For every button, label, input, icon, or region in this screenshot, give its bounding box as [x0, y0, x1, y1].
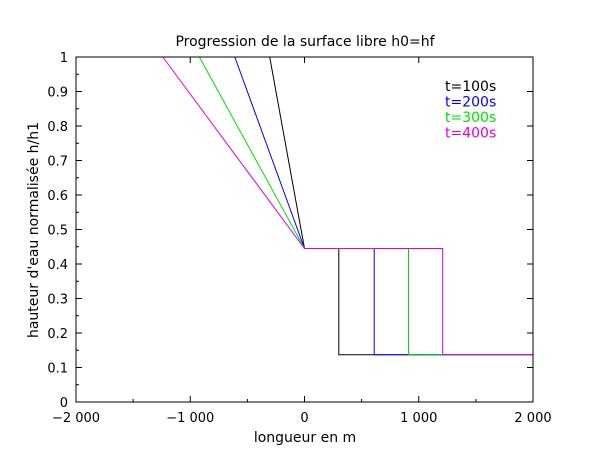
legend-entry: t=200s [445, 95, 496, 111]
chart-title: Progression de la surface libre h0=hf [175, 34, 435, 50]
x-tick-label: −1 000 [166, 411, 214, 426]
x-tick-label: 0 [300, 411, 308, 426]
y-tick-label: 0.2 [47, 327, 68, 342]
y-tick-label: 0.5 [47, 224, 68, 239]
x-tick-label: −2 000 [52, 411, 100, 426]
y-tick-label: 0.1 [47, 362, 68, 377]
y-tick-label: 0.9 [47, 86, 68, 101]
y-tick-label: 0.6 [47, 189, 68, 204]
plot-area [162, 56, 533, 356]
y-tick-label: 0.3 [47, 293, 68, 308]
y-axis-title: hauteur d'eau normalisée h/h1 [26, 122, 42, 338]
y-tick-label: 0.7 [47, 155, 68, 170]
x-tick-label: 1 000 [400, 411, 437, 426]
legend-entry: t=400s [445, 126, 496, 142]
series-line-t-400s [162, 56, 533, 356]
axes: 0 0.1 0.2 0.3 0.4 0.5 0.6 0.7 0.8 0.9 1 −2 000 −1 00… [47, 51, 551, 426]
legend-entry: t=100s [445, 79, 496, 95]
x-tick-label: 2 000 [514, 411, 551, 426]
y-tick-label: 0 [60, 396, 68, 411]
x-axis-title: longueur en m [254, 430, 356, 446]
y-tick-label: 0.4 [47, 258, 68, 273]
legend-entry: t=300s [445, 110, 496, 126]
y-tick-label: 1 [60, 51, 68, 66]
y-tick-label: 0.8 [47, 120, 68, 135]
